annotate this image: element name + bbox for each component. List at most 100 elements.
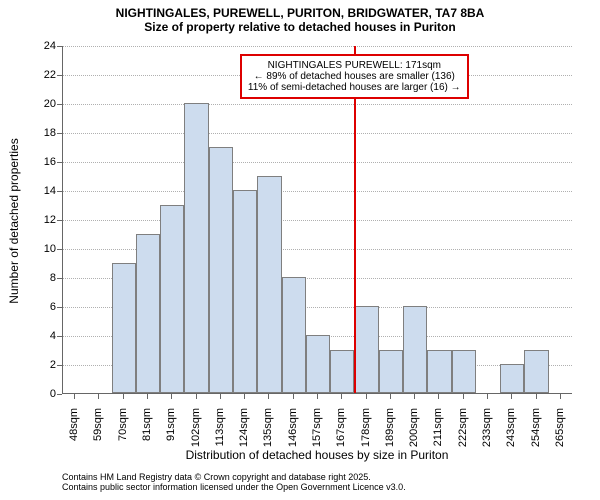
- footer-line-1: Contains HM Land Registry data © Crown c…: [62, 472, 406, 482]
- x-tick-mark: [171, 394, 172, 399]
- x-tick-label: 146sqm: [287, 408, 299, 458]
- y-tick-label: 18: [30, 127, 56, 139]
- x-tick-label: 70sqm: [117, 408, 129, 458]
- x-tick-label: 113sqm: [214, 408, 226, 458]
- histogram-bar: [354, 306, 378, 393]
- y-tick-label: 12: [30, 214, 56, 226]
- gridline: [63, 104, 572, 105]
- x-tick-label: 178sqm: [360, 408, 372, 458]
- histogram-bar: [330, 350, 354, 394]
- x-tick-mark: [414, 394, 415, 399]
- x-tick-mark: [220, 394, 221, 399]
- chart-title: NIGHTINGALES, PUREWELL, PURITON, BRIDGWA…: [0, 6, 600, 34]
- histogram-bar: [209, 147, 233, 394]
- plot-area: NIGHTINGALES PUREWELL: 171sqm← 89% of de…: [62, 46, 572, 394]
- histogram-bar: [379, 350, 403, 394]
- x-tick-label: 233sqm: [481, 408, 493, 458]
- x-tick-mark: [244, 394, 245, 399]
- x-tick-label: 91sqm: [165, 408, 177, 458]
- x-tick-label: 189sqm: [384, 408, 396, 458]
- x-tick-label: 254sqm: [530, 408, 542, 458]
- y-tick-label: 10: [30, 243, 56, 255]
- x-tick-mark: [366, 394, 367, 399]
- footer-line-2: Contains public sector information licen…: [62, 482, 406, 492]
- x-tick-mark: [196, 394, 197, 399]
- histogram-bar: [452, 350, 476, 394]
- histogram-bar: [160, 205, 184, 394]
- y-tick-mark: [57, 336, 62, 337]
- y-tick-label: 24: [30, 40, 56, 52]
- x-tick-label: 200sqm: [408, 408, 420, 458]
- y-tick-mark: [57, 220, 62, 221]
- histogram-bar: [524, 350, 548, 394]
- histogram-bar: [184, 103, 208, 393]
- x-tick-mark: [147, 394, 148, 399]
- gridline: [63, 220, 572, 221]
- x-tick-label: 167sqm: [335, 408, 347, 458]
- y-tick-label: 2: [30, 359, 56, 371]
- histogram-bar: [427, 350, 451, 394]
- y-tick-mark: [57, 249, 62, 250]
- x-tick-label: 265sqm: [554, 408, 566, 458]
- x-tick-mark: [123, 394, 124, 399]
- histogram-chart: NIGHTINGALES, PUREWELL, PURITON, BRIDGWA…: [0, 0, 600, 500]
- x-tick-mark: [390, 394, 391, 399]
- y-tick-mark: [57, 394, 62, 395]
- y-tick-label: 20: [30, 98, 56, 110]
- y-tick-mark: [57, 365, 62, 366]
- y-tick-mark: [57, 307, 62, 308]
- x-tick-mark: [317, 394, 318, 399]
- y-tick-mark: [57, 133, 62, 134]
- y-tick-label: 6: [30, 301, 56, 313]
- x-tick-mark: [536, 394, 537, 399]
- x-tick-mark: [268, 394, 269, 399]
- title-line-2: Size of property relative to detached ho…: [0, 20, 600, 34]
- histogram-bar: [233, 190, 257, 393]
- annotation-box: NIGHTINGALES PUREWELL: 171sqm← 89% of de…: [240, 54, 469, 99]
- y-tick-mark: [57, 191, 62, 192]
- y-tick-label: 4: [30, 330, 56, 342]
- x-tick-label: 81sqm: [141, 408, 153, 458]
- x-tick-mark: [293, 394, 294, 399]
- annotation-line: ← 89% of detached houses are smaller (13…: [248, 71, 461, 82]
- gridline: [63, 191, 572, 192]
- y-tick-label: 22: [30, 69, 56, 81]
- y-tick-mark: [57, 278, 62, 279]
- y-tick-mark: [57, 46, 62, 47]
- annotation-line: 11% of semi-detached houses are larger (…: [248, 82, 461, 93]
- histogram-bar: [403, 306, 427, 393]
- x-tick-mark: [463, 394, 464, 399]
- annotation-line: NIGHTINGALES PUREWELL: 171sqm: [248, 60, 461, 71]
- gridline: [63, 46, 572, 47]
- histogram-bar: [112, 263, 136, 394]
- x-tick-label: 222sqm: [457, 408, 469, 458]
- histogram-bar: [306, 335, 330, 393]
- x-tick-label: 157sqm: [311, 408, 323, 458]
- histogram-bar: [257, 176, 281, 394]
- x-tick-mark: [438, 394, 439, 399]
- x-tick-label: 124sqm: [238, 408, 250, 458]
- x-tick-mark: [487, 394, 488, 399]
- x-tick-mark: [98, 394, 99, 399]
- histogram-bar: [282, 277, 306, 393]
- x-tick-mark: [74, 394, 75, 399]
- x-tick-label: 102sqm: [190, 408, 202, 458]
- title-line-1: NIGHTINGALES, PUREWELL, PURITON, BRIDGWA…: [0, 6, 600, 20]
- y-axis-label: Number of detached properties: [7, 47, 21, 395]
- gridline: [63, 162, 572, 163]
- y-tick-mark: [57, 75, 62, 76]
- x-tick-label: 211sqm: [432, 408, 444, 458]
- y-tick-mark: [57, 162, 62, 163]
- y-tick-label: 0: [30, 388, 56, 400]
- y-tick-label: 8: [30, 272, 56, 284]
- histogram-bar: [136, 234, 160, 394]
- x-tick-label: 48sqm: [68, 408, 80, 458]
- x-tick-mark: [560, 394, 561, 399]
- x-tick-label: 243sqm: [505, 408, 517, 458]
- y-tick-label: 16: [30, 156, 56, 168]
- x-tick-mark: [341, 394, 342, 399]
- x-tick-label: 135sqm: [262, 408, 274, 458]
- gridline: [63, 133, 572, 134]
- y-tick-label: 14: [30, 185, 56, 197]
- x-tick-label: 59sqm: [92, 408, 104, 458]
